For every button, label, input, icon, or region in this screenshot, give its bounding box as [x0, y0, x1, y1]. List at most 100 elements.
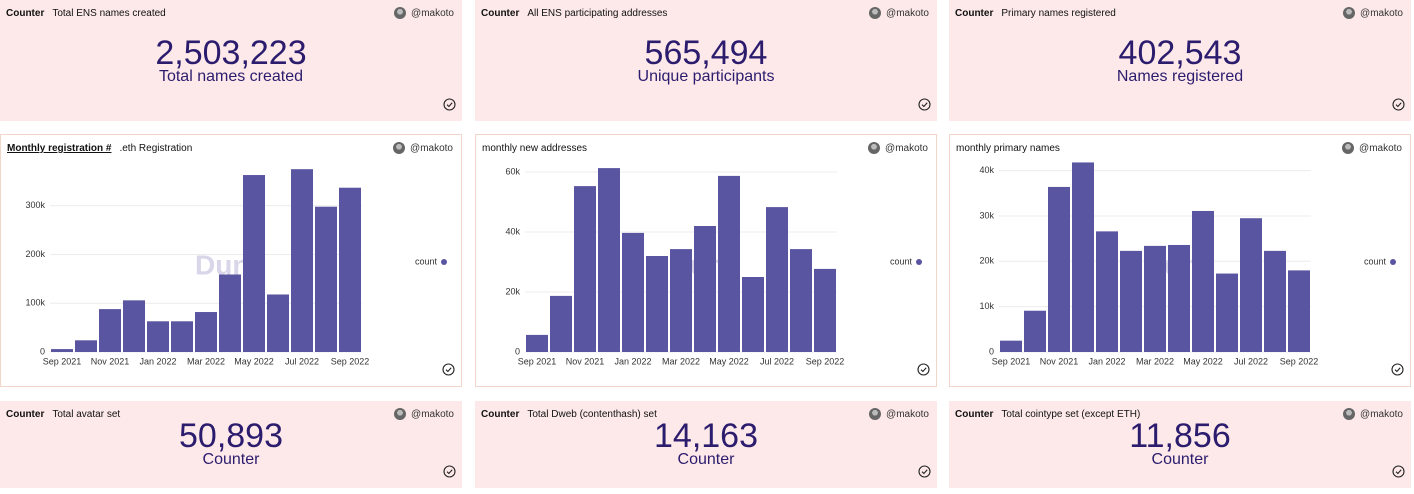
x-tick-label: Jan 2022	[1088, 356, 1125, 366]
bar	[1120, 250, 1142, 352]
panel-header: monthly new addresses	[482, 143, 587, 154]
panel-header: Counter Total ENS names created	[6, 8, 166, 19]
x-tick-label: Nov 2021	[566, 356, 605, 366]
bar	[195, 312, 217, 352]
bar	[1168, 244, 1190, 352]
y-tick-label: 0	[989, 346, 994, 356]
panel-header: Monthly registration # .eth Registration	[7, 143, 192, 154]
panel-type: Counter	[481, 8, 520, 19]
avatar	[1342, 142, 1355, 154]
panel-type: Counter	[6, 409, 45, 420]
bar	[75, 340, 97, 352]
counter-subtitle: Names registered	[1116, 68, 1244, 85]
counter-value: 2,503,223	[155, 34, 307, 72]
panel-header: Counter All ENS participating addresses	[481, 8, 667, 19]
chart-panel: monthly primary names@makotoDune010k20k3…	[949, 134, 1411, 387]
check-icon	[1392, 465, 1405, 483]
author: @makoto	[393, 142, 453, 154]
x-tick-label: Nov 2021	[91, 356, 130, 366]
counter-subtitle: Counter	[202, 451, 260, 468]
author-name: @makoto	[1360, 408, 1403, 420]
avatar	[394, 7, 407, 19]
panel-header: monthly primary names	[956, 143, 1060, 154]
y-tick-label: 0	[515, 346, 520, 356]
panel-title: Total avatar set	[52, 409, 121, 420]
bar	[1024, 310, 1046, 352]
x-tick-label: Sep 2022	[806, 356, 845, 366]
chart-panel: Monthly registration # .eth Registration @…	[0, 134, 462, 387]
bar	[1096, 231, 1118, 352]
y-tick-label: 40k	[979, 165, 994, 175]
author: @makoto	[1343, 7, 1403, 19]
y-tick-label: 20k	[979, 256, 994, 266]
x-tick-label: Sep 2022	[331, 356, 370, 366]
bar	[550, 295, 572, 352]
x-tick-label: Jul 2022	[1234, 356, 1268, 366]
counter-subtitle: Counter	[1151, 451, 1209, 468]
avatar	[1343, 408, 1356, 420]
author-name: @makoto	[411, 408, 454, 420]
author: @makoto	[1342, 142, 1402, 154]
bar	[1144, 245, 1166, 352]
avatar	[869, 7, 882, 19]
bar	[526, 334, 548, 352]
panel-title: Total Dweb (contenthash) set	[527, 409, 657, 420]
panel-type: Counter	[481, 409, 520, 420]
x-tick-label: May 2022	[234, 356, 274, 366]
x-tick-label: Jul 2022	[760, 356, 794, 366]
author: @makoto	[868, 142, 928, 154]
bar	[1048, 186, 1070, 352]
avatar	[1343, 7, 1356, 19]
author-name: @makoto	[1359, 142, 1402, 154]
bar	[766, 207, 788, 352]
avatar	[393, 142, 406, 154]
bar	[574, 186, 596, 352]
x-tick-label: Jul 2022	[285, 356, 319, 366]
bar	[1264, 250, 1286, 352]
avatar	[394, 408, 407, 420]
y-tick-label: 200k	[25, 249, 45, 259]
author: @makoto	[869, 408, 929, 420]
counter-panel: Counter Total ENS names created @makoto 2,5…	[0, 0, 462, 121]
y-tick-label: 100k	[25, 298, 45, 308]
bar	[1240, 218, 1262, 352]
counter-value: 14,163	[654, 417, 758, 455]
author: @makoto	[1343, 408, 1403, 420]
counter-subtitle: Unique participants	[637, 68, 775, 85]
author-name: @makoto	[885, 142, 928, 154]
avatar	[869, 408, 882, 420]
check-icon	[918, 465, 931, 483]
check-icon	[442, 363, 455, 381]
bar	[1072, 162, 1094, 352]
bar	[622, 232, 644, 352]
tab: Monthly registration #	[7, 143, 112, 154]
bar	[243, 175, 265, 352]
counter-panel: Counter All ENS participating addresses @m…	[475, 0, 937, 121]
x-tick-label: Sep 2021	[518, 356, 557, 366]
author-name: @makoto	[1360, 7, 1403, 19]
counter-subtitle: Counter	[677, 451, 735, 468]
counter-panel: Counter Primary names registered @makoto 40…	[949, 0, 1411, 121]
bar	[790, 249, 812, 352]
author: @makoto	[394, 408, 454, 420]
counter-value: 565,494	[644, 34, 768, 72]
bar	[315, 206, 337, 352]
legend-swatch	[441, 259, 447, 265]
check-icon	[443, 465, 456, 483]
bar	[1192, 210, 1214, 352]
x-tick-label: Mar 2022	[1136, 356, 1174, 366]
x-tick-label: Nov 2021	[1040, 356, 1079, 366]
bar	[718, 175, 740, 352]
bar	[1216, 273, 1238, 352]
counter-panel: Counter Total cointype set (except ETH) @m…	[949, 401, 1411, 488]
chart-panel: monthly new addresses@makotoDune020k40k6…	[475, 134, 937, 387]
legend-label: count	[1364, 256, 1387, 266]
bar	[694, 226, 716, 352]
author-name: @makoto	[886, 408, 929, 420]
panel-header: Counter Total cointype set (except ETH)	[955, 409, 1140, 420]
bar	[670, 249, 692, 352]
y-tick-label: 30k	[979, 210, 994, 220]
bar	[147, 321, 169, 352]
panel-type: Counter	[955, 8, 994, 19]
